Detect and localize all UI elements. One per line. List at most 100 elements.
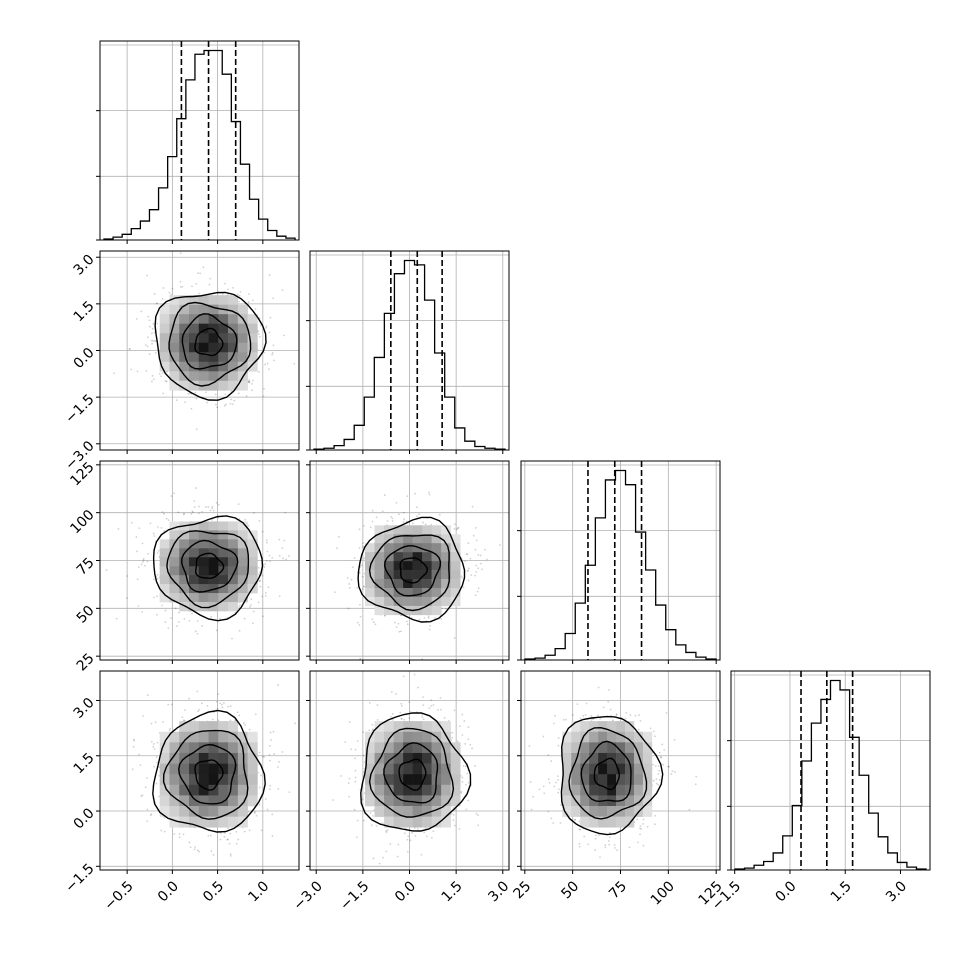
sample-point xyxy=(461,780,464,783)
sample-point xyxy=(398,513,400,516)
sample-point xyxy=(354,748,357,751)
density-cell xyxy=(365,763,375,775)
density-cell xyxy=(228,602,239,612)
density-cell xyxy=(208,295,219,305)
sample-point xyxy=(227,705,230,708)
density-cell xyxy=(374,721,385,733)
density-cell xyxy=(441,587,451,598)
density-cell xyxy=(384,752,394,764)
sample-point xyxy=(465,783,467,786)
sample-point xyxy=(579,717,582,720)
sample-point xyxy=(391,520,394,522)
y-tick-label: 25 xyxy=(74,651,98,675)
density-cell xyxy=(179,352,190,363)
density-cell xyxy=(450,784,461,796)
sample-point xyxy=(475,564,478,567)
sample-point xyxy=(191,285,193,288)
sample-point xyxy=(400,702,403,705)
sample-point xyxy=(476,590,479,593)
sample-point xyxy=(155,302,158,305)
density-cell xyxy=(642,731,653,743)
panel-border xyxy=(99,460,300,661)
sample-point xyxy=(195,487,198,489)
density-cell xyxy=(159,784,170,796)
contour-level-3 xyxy=(152,709,266,833)
sample-point xyxy=(585,702,588,705)
density-cell xyxy=(189,304,200,315)
density-cell xyxy=(247,566,258,576)
density-cell xyxy=(412,731,423,743)
sample-point xyxy=(638,714,640,716)
sample-point xyxy=(252,379,254,382)
density-cell xyxy=(228,380,239,391)
sample-point xyxy=(663,749,666,751)
sample-point xyxy=(423,831,426,834)
density-cell xyxy=(412,596,423,607)
y-tick-label: −1.5 xyxy=(62,861,97,896)
sample-point xyxy=(272,344,275,347)
sample-point xyxy=(157,526,159,528)
sample-point xyxy=(453,637,456,639)
sample-point xyxy=(422,718,425,721)
sample-point xyxy=(347,782,350,784)
density-cell xyxy=(422,774,432,786)
sample-point xyxy=(665,712,668,714)
sample-point xyxy=(160,527,163,529)
sample-point xyxy=(348,721,351,724)
sample-point xyxy=(440,617,442,620)
sample-point xyxy=(418,513,420,516)
sample-point xyxy=(453,527,456,530)
sample-point xyxy=(639,825,642,827)
density-cell xyxy=(228,575,239,585)
x-tick-label: −3.0 xyxy=(290,878,325,913)
density-cell xyxy=(169,784,180,796)
sample-point xyxy=(191,612,193,615)
density-cell xyxy=(208,342,219,353)
sample-point xyxy=(333,591,336,594)
sample-point xyxy=(141,542,144,545)
density-cell xyxy=(179,557,190,567)
density-cell xyxy=(422,784,432,796)
sample-point xyxy=(224,282,226,285)
density-cell xyxy=(208,774,219,786)
sample-point xyxy=(634,714,637,717)
sample-point xyxy=(265,325,268,328)
density-cell xyxy=(365,752,375,764)
density-cell xyxy=(580,795,590,807)
sample-point xyxy=(259,324,262,327)
density-cell xyxy=(228,752,239,764)
density-cell xyxy=(218,539,229,549)
sample-point xyxy=(474,594,477,597)
sample-point xyxy=(146,336,149,339)
sample-point xyxy=(443,717,446,719)
density-cell xyxy=(422,570,432,580)
sample-point xyxy=(231,637,233,640)
sample-point xyxy=(353,808,356,811)
sample-point xyxy=(369,526,372,529)
contour-level-3 xyxy=(360,712,472,832)
density-cell xyxy=(189,752,200,764)
density-cell xyxy=(228,584,239,594)
sample-point xyxy=(396,855,399,858)
sample-point xyxy=(115,617,118,620)
density-cell xyxy=(189,602,200,612)
density-cell xyxy=(159,752,170,764)
density-cell xyxy=(169,548,180,558)
sample-point xyxy=(206,704,209,707)
density-cell xyxy=(169,763,180,775)
density-cell xyxy=(179,539,190,549)
sample-point xyxy=(428,493,431,496)
sample-point xyxy=(542,785,545,788)
sample-point xyxy=(165,517,168,520)
density-cell xyxy=(228,795,239,807)
sample-point xyxy=(573,818,576,821)
sample-point xyxy=(362,819,365,822)
density-cell xyxy=(403,543,413,553)
density-cell xyxy=(441,534,451,544)
density-cell xyxy=(247,731,258,743)
sample-point xyxy=(221,292,224,295)
sample-point xyxy=(432,830,435,833)
sample-point xyxy=(694,783,697,786)
x-tick-label: 0.0 xyxy=(155,878,182,905)
density-cell xyxy=(616,784,626,796)
